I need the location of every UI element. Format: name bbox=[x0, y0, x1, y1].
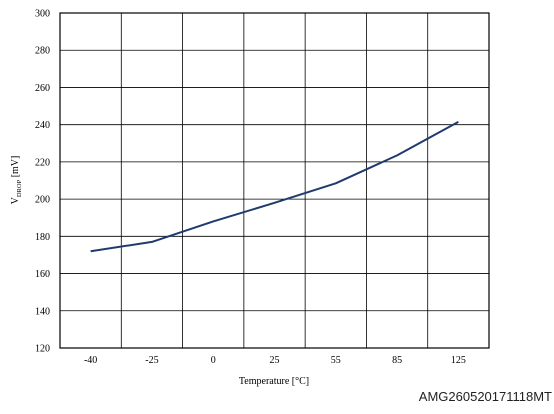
x-tick-label: 0 bbox=[211, 355, 216, 366]
x-tick-label: -40 bbox=[84, 355, 97, 366]
y-tick-label: 200 bbox=[35, 195, 50, 206]
grid bbox=[60, 13, 489, 348]
y-tick-label: 140 bbox=[35, 306, 50, 317]
y-tick-label: 260 bbox=[35, 83, 50, 94]
x-tick-labels: -40 -25 0 25 55 85 125 bbox=[84, 355, 466, 366]
y-tick-labels: 120 140 160 180 200 220 240 260 280 300 bbox=[35, 9, 50, 355]
y-axis-title-sub: DROP bbox=[16, 179, 23, 197]
series-lines bbox=[90, 120, 459, 253]
x-tick-label: 55 bbox=[331, 355, 341, 366]
x-axis-title: Temperature [°C] bbox=[239, 376, 309, 387]
series-line bbox=[90, 120, 459, 253]
y-tick-label: 120 bbox=[35, 344, 50, 355]
x-tick-label: -25 bbox=[145, 355, 158, 366]
y-tick-label: 160 bbox=[35, 269, 50, 280]
x-tick-label: 85 bbox=[392, 355, 402, 366]
y-axis-title-main: V bbox=[10, 196, 21, 204]
x-tick-label: 25 bbox=[270, 355, 280, 366]
x-tick-label: 125 bbox=[451, 355, 466, 366]
y-axis-title-unit: [mV] bbox=[10, 156, 21, 180]
y-tick-label: 180 bbox=[35, 232, 50, 243]
y-axis-title: VDROP [mV] bbox=[10, 156, 23, 205]
figure-code: AMG260520171118MT bbox=[418, 389, 552, 404]
y-tick-label: 220 bbox=[35, 157, 50, 168]
y-tick-label: 280 bbox=[35, 46, 50, 57]
plot-frame bbox=[59, 12, 490, 349]
y-tick-label: 300 bbox=[35, 9, 50, 20]
y-tick-label: 240 bbox=[35, 120, 50, 131]
